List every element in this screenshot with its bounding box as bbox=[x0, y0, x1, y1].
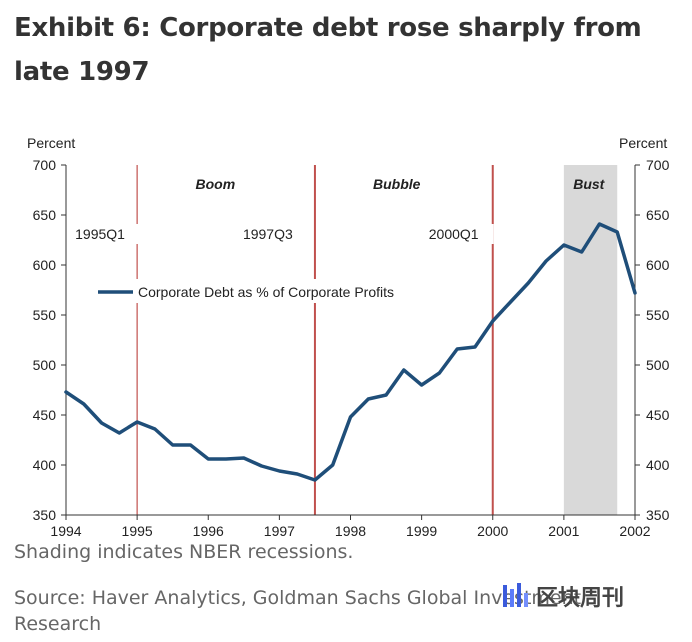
data-point bbox=[82, 402, 85, 406]
y-tick-label-right: 400 bbox=[646, 457, 670, 473]
y-tick-label-left: 600 bbox=[33, 257, 57, 273]
region-label-boom: Boom bbox=[196, 176, 236, 192]
region-label-bubble: Bubble bbox=[373, 176, 421, 192]
marker-label-bg bbox=[425, 224, 494, 244]
chart-title: Exhibit 6: Corporate debt rose sharply f… bbox=[14, 13, 642, 87]
y-axis-label-right: Percent bbox=[619, 135, 667, 151]
data-point bbox=[118, 431, 121, 435]
data-point bbox=[527, 281, 530, 285]
data-point bbox=[544, 259, 548, 263]
legend-label: Corporate Debt as % of Corporate Profits bbox=[138, 284, 394, 300]
x-tick-label: 1997 bbox=[264, 523, 295, 539]
data-point bbox=[598, 222, 601, 226]
data-point bbox=[455, 347, 459, 351]
data-point bbox=[189, 443, 192, 447]
x-tick-label: 1998 bbox=[335, 523, 366, 539]
legend-box bbox=[93, 279, 433, 303]
data-point bbox=[64, 390, 68, 394]
data-point bbox=[313, 478, 317, 482]
source-note: Source: Haver Analytics, Goldman Sachs G… bbox=[14, 587, 582, 635]
marker-label: 1997Q3 bbox=[243, 226, 293, 242]
data-point bbox=[420, 383, 423, 387]
data-point bbox=[171, 443, 174, 447]
data-point bbox=[224, 457, 228, 461]
data-point bbox=[331, 463, 334, 467]
data-point bbox=[562, 243, 566, 247]
watermark-logo-icon bbox=[503, 583, 528, 607]
region-label-bust: Bust bbox=[573, 176, 605, 192]
y-axis-label-left: Percent bbox=[27, 135, 75, 151]
y-tick-label-left: 400 bbox=[33, 457, 57, 473]
x-tick-label: 1996 bbox=[193, 523, 224, 539]
data-point bbox=[491, 319, 494, 323]
y-tick-label-right: 500 bbox=[646, 357, 670, 373]
x-tick-label: 1994 bbox=[50, 523, 81, 539]
data-point bbox=[100, 421, 103, 425]
watermark-text: 区块周刊 bbox=[536, 586, 625, 611]
y-tick-label-left: 550 bbox=[33, 307, 57, 323]
data-point bbox=[367, 397, 370, 401]
y-tick-label-right: 350 bbox=[646, 507, 670, 523]
y-tick-label-left: 350 bbox=[33, 507, 57, 523]
y-tick-label-left: 650 bbox=[33, 207, 57, 223]
marker-label-bg bbox=[239, 224, 308, 244]
data-point bbox=[438, 371, 441, 375]
data-point bbox=[207, 457, 210, 461]
data-point bbox=[384, 393, 388, 397]
x-tick-label: 2001 bbox=[548, 523, 579, 539]
x-tick-label: 1999 bbox=[406, 523, 437, 539]
x-tick-label: 2000 bbox=[477, 523, 508, 539]
y-tick-label-right: 600 bbox=[646, 257, 670, 273]
y-tick-label-left: 700 bbox=[33, 157, 57, 173]
chart: 350 350 400 400 450 450 500 500 550 550 600 600 650 6… bbox=[27, 135, 670, 539]
recession-shading bbox=[563, 165, 618, 515]
data-point bbox=[473, 345, 477, 349]
marker-label-bg bbox=[72, 224, 141, 244]
series-line-debt-to-profits bbox=[64, 222, 637, 482]
data-point bbox=[580, 250, 583, 254]
data-point bbox=[153, 427, 157, 431]
data-point bbox=[242, 456, 246, 460]
data-point bbox=[260, 464, 263, 468]
data-point bbox=[135, 420, 139, 424]
data-point bbox=[349, 415, 352, 419]
y-tick-label-left: 450 bbox=[33, 407, 57, 423]
y-tick-label-right: 700 bbox=[646, 157, 670, 173]
marker-label: 2000Q1 bbox=[429, 226, 479, 242]
y-tick-label-right: 550 bbox=[646, 307, 670, 323]
data-point bbox=[278, 469, 281, 473]
data-point bbox=[509, 300, 512, 304]
data-point bbox=[633, 291, 637, 295]
x-tick-label: 1995 bbox=[122, 523, 153, 539]
footnote: Shading indicates NBER recessions. bbox=[14, 541, 354, 563]
y-tick-label-right: 650 bbox=[646, 207, 670, 223]
data-point bbox=[616, 230, 619, 234]
x-tick-label: 2002 bbox=[619, 523, 650, 539]
y-tick-label-left: 500 bbox=[33, 357, 57, 373]
watermark: 区块周刊 bbox=[500, 576, 624, 616]
marker-label: 1995Q1 bbox=[75, 226, 125, 242]
data-point bbox=[402, 368, 406, 372]
data-point bbox=[295, 472, 299, 476]
y-tick-label-right: 450 bbox=[646, 407, 670, 423]
